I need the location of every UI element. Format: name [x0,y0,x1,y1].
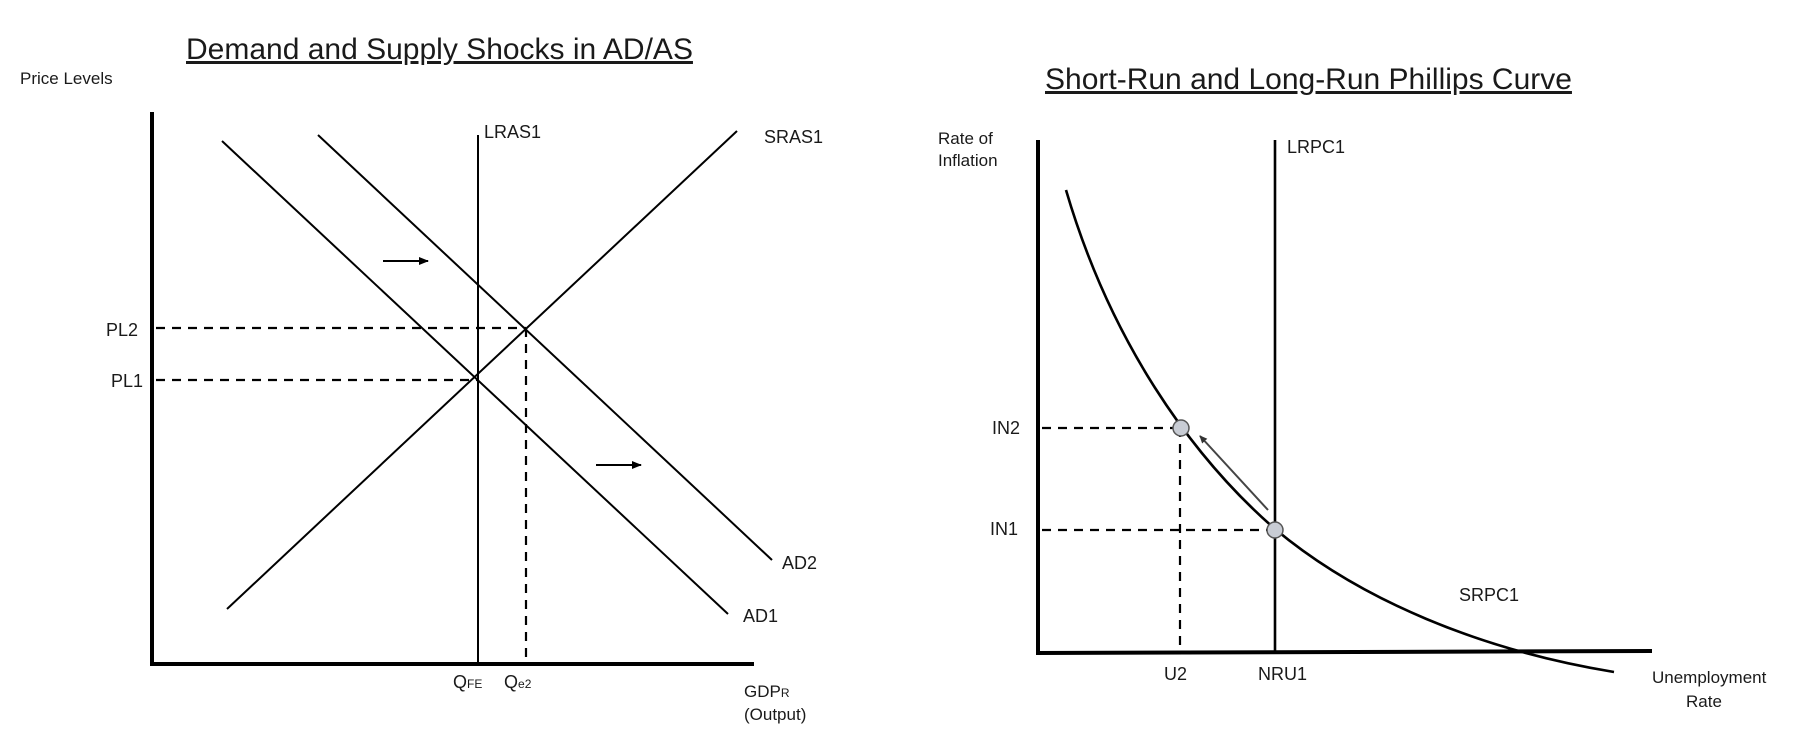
lrpc-label: LRPC1 [1287,137,1345,157]
sras-label: SRAS1 [764,127,823,147]
lras-label: LRAS1 [484,122,541,142]
nru-tick-label: NRU1 [1258,664,1307,684]
inflation-axis-label-line2: Inflation [938,151,998,170]
output-axis-label: (Output) [744,705,806,724]
ad2-line [317,134,773,561]
qfe-tick-label: QFE [453,672,482,692]
adas-title: Demand and Supply Shocks in AD/AS [186,33,693,66]
phillips-x-axis [1035,649,1653,655]
sras-line [226,130,738,610]
in1-tick-label: IN1 [990,519,1018,539]
adas-chart: Demand and Supply Shocks in AD/AS Price … [20,33,823,724]
in2-tick-label: IN2 [992,418,1020,438]
qe2-tick-label: Qe2 [504,672,532,692]
gdp-axis-label: GDPR [744,682,790,701]
phillips-title: Short-Run and Long-Run Phillips Curve [1045,63,1572,96]
phillips-chart: Short-Run and Long-Run Phillips Curve Ra… [938,63,1767,711]
srpc-label: SRPC1 [1459,585,1519,605]
srpc-movement-arrow [1199,435,1269,511]
pl1-tick-label: PL1 [111,371,143,391]
srpc-curve [1064,189,1615,674]
pl2-tick-label: PL2 [106,320,138,340]
price-levels-axis-label: Price Levels [20,69,113,88]
point-in2-u2 [1172,419,1190,437]
u2-tick-label: U2 [1164,664,1187,684]
unemployment-axis-label-line2: Rate [1686,692,1722,711]
unemployment-axis-label-line1: Unemployment [1652,668,1767,687]
ad1-line [221,140,729,615]
inflation-axis-label-line1: Rate of [938,129,993,148]
ad2-label: AD2 [782,553,817,573]
ad1-label: AD1 [743,606,778,626]
point-in1-nru [1266,521,1284,539]
